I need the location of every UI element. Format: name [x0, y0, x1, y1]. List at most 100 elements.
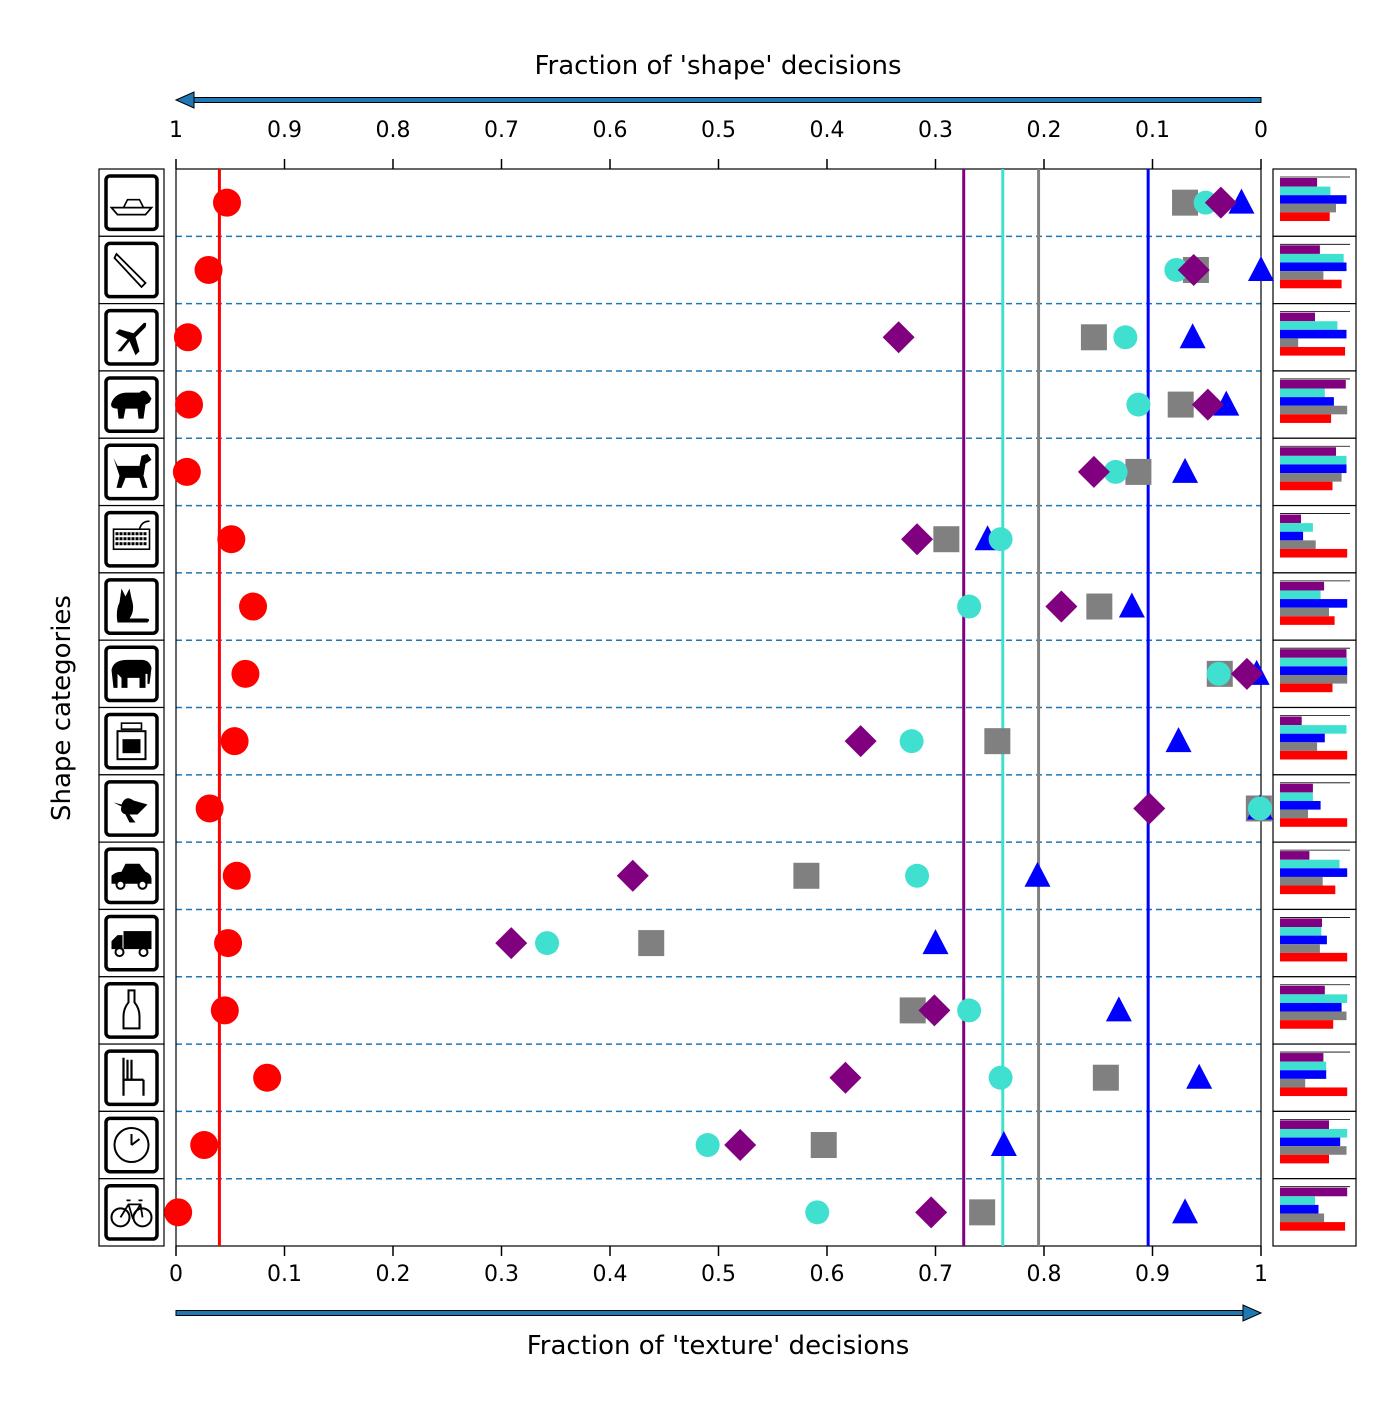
side-bar [1280, 742, 1318, 751]
side-bar [1280, 1053, 1324, 1062]
side-bar [1280, 338, 1299, 348]
side-bar [1280, 388, 1325, 398]
point-bird [195, 794, 224, 823]
side-bars-bird [1272, 774, 1357, 843]
icon-knife [98, 235, 165, 305]
side-bar [1280, 733, 1325, 743]
point-cat [1118, 592, 1145, 618]
point-chair [1186, 1063, 1213, 1089]
icon-border [104, 982, 159, 1039]
side-bar [1280, 195, 1347, 204]
icon-bicycle [98, 1178, 165, 1247]
car-wheel [115, 879, 126, 890]
point-car [616, 859, 649, 892]
point-truck [535, 931, 560, 956]
point-oven [844, 725, 877, 758]
side-bar [1280, 212, 1330, 221]
point-bottle [210, 996, 239, 1025]
side-bar [1280, 750, 1348, 760]
truck-wheel [138, 947, 149, 958]
point-car [793, 862, 820, 889]
side-bar [1280, 851, 1310, 860]
keyboard-key [115, 542, 119, 546]
point-knife [194, 255, 223, 284]
side-bar [1280, 792, 1313, 802]
keyboard-key [123, 532, 127, 536]
icon-bear [98, 370, 165, 439]
point-truck [214, 929, 243, 958]
side-bar [1280, 1011, 1347, 1021]
point-bicycle [805, 1200, 830, 1225]
side-bar [1280, 514, 1301, 524]
truck-cab [111, 935, 123, 950]
side-bar [1280, 783, 1313, 793]
bottom-tick-label: 0.1 [267, 1262, 302, 1287]
point-chair [253, 1063, 282, 1092]
point-clock [695, 1133, 720, 1158]
arrow-head [174, 91, 195, 109]
point-chair [829, 1061, 862, 1094]
side-bar [1280, 581, 1325, 591]
bottom-tick-label: 0.2 [376, 1262, 411, 1287]
point-bird [1247, 796, 1272, 821]
point-bottle [918, 994, 951, 1027]
side-bar [1280, 481, 1333, 491]
side-bars-knife [1272, 235, 1357, 305]
side-bar [1280, 1120, 1329, 1129]
category-icons [98, 168, 165, 1247]
top-tick-label: 0.3 [918, 118, 953, 143]
top-tick-label: 0.9 [267, 118, 302, 143]
point-dog [1077, 455, 1110, 488]
point-car [905, 863, 930, 888]
arrow-shaft [193, 97, 1262, 103]
truck-wheel [114, 947, 125, 958]
top-tick-label: 0.2 [1027, 118, 1062, 143]
bottom-tick-label: 0.7 [918, 1262, 953, 1287]
keyboard-icon [112, 520, 151, 551]
side-bar [1280, 994, 1348, 1003]
side-bar [1280, 1146, 1347, 1155]
top-tick-label: 0.4 [810, 118, 845, 143]
arrow-shaft [175, 1310, 1244, 1316]
side-bars-clock [1272, 1110, 1357, 1180]
point-bottle [957, 998, 982, 1023]
side-bar [1280, 523, 1313, 532]
point-clock [810, 1132, 837, 1159]
point-bear [1213, 390, 1240, 416]
shape-direction-arrow [174, 91, 1262, 109]
bottom-tick-label: 0 [169, 1262, 183, 1287]
keyboard-key [131, 537, 135, 541]
side-bar [1280, 876, 1323, 886]
keyboard-key [123, 542, 127, 546]
point-boat [212, 188, 241, 217]
point-bicycle [164, 1198, 193, 1227]
point-elephant [1230, 657, 1263, 690]
side-bar [1280, 1187, 1348, 1197]
elephant-shape [111, 659, 152, 688]
point-car [1024, 861, 1051, 887]
x-axis-label: Fraction of 'texture' decisions [527, 1331, 910, 1361]
point-bear [1167, 391, 1194, 418]
point-cat [957, 594, 982, 619]
side-bar [1280, 253, 1344, 263]
point-boat [1228, 188, 1255, 214]
top-tick-label: 0.6 [593, 118, 628, 143]
point-truck [495, 927, 528, 960]
point-clock [724, 1129, 757, 1162]
point-keyboard [988, 527, 1013, 552]
point-bird [1133, 792, 1166, 825]
side-bar [1280, 944, 1320, 953]
icon-oven [98, 706, 165, 776]
car-wheel [137, 879, 148, 890]
side-bar [1280, 657, 1348, 667]
side-bars-dog [1272, 437, 1357, 507]
chair-shape [122, 1057, 145, 1096]
bear-icon [111, 390, 152, 419]
side-bar [1280, 725, 1347, 734]
point-airplane [173, 323, 202, 352]
bottom-tick-label: 0.9 [1135, 1262, 1170, 1287]
side-bar [1280, 683, 1333, 693]
side-bar [1280, 473, 1342, 482]
keyboard-key [143, 537, 147, 541]
keyboard-body [112, 528, 151, 551]
